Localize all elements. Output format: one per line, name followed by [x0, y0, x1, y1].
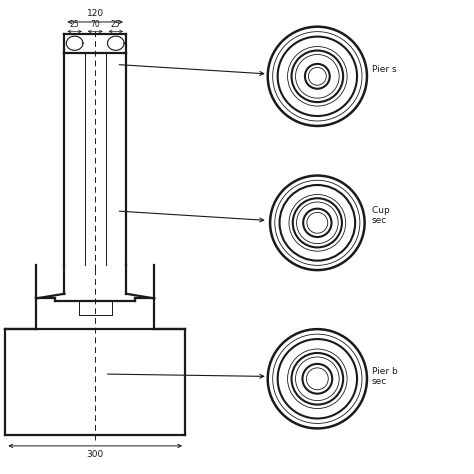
Text: 70: 70	[91, 19, 100, 28]
Text: 120: 120	[87, 9, 104, 18]
Text: Cup 
sec: Cup sec	[372, 206, 392, 226]
Text: Pier s: Pier s	[372, 65, 396, 74]
Text: 25: 25	[111, 19, 120, 28]
Text: Pier b
sec: Pier b sec	[372, 367, 397, 386]
Text: 25: 25	[70, 19, 80, 28]
Text: 300: 300	[87, 450, 104, 459]
